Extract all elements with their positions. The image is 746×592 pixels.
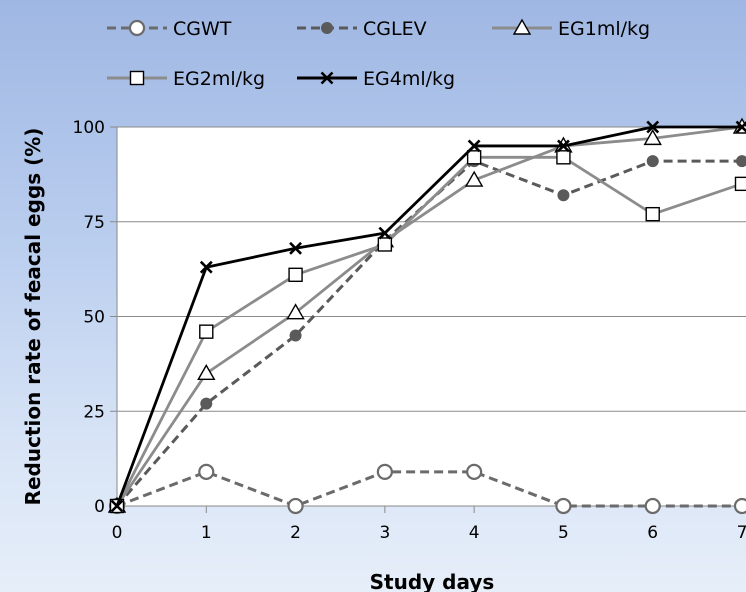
- x-tick-label-6: 6: [647, 523, 658, 543]
- legend-item-cglev: CGLEV: [297, 18, 427, 40]
- point-cgwt-6: [644, 497, 661, 515]
- legend-item-cgwt: CGWT: [107, 18, 232, 40]
- point-eg4ml-kg-5: [557, 139, 570, 153]
- point-cglev-7: [736, 155, 746, 168]
- series-layer: [107, 117, 746, 515]
- point-eg2ml-kg-5: [556, 150, 571, 165]
- x-tick-label-7: 7: [737, 523, 746, 543]
- point-eg2ml-kg-4: [466, 150, 482, 165]
- legend-marker-cglev: [321, 22, 333, 34]
- x-tick-label-4: 4: [469, 523, 480, 543]
- point-eg1ml-kg-4: [464, 170, 484, 187]
- series-line-eg2ml-kg: [115, 155, 743, 507]
- point-eg2ml-kg-2: [288, 267, 303, 283]
- point-eg4ml-kg-4: [467, 139, 481, 153]
- point-cgwt-2: [287, 497, 304, 515]
- y-tick-label-50: 50: [83, 308, 105, 328]
- point-eg2ml-kg-6: [645, 206, 660, 222]
- x-tick-label-5: 5: [558, 523, 569, 543]
- x-tick-label-3: 3: [379, 523, 390, 543]
- series-line-eg1ml-kg: [115, 125, 743, 507]
- point-cglev-1: [200, 397, 213, 410]
- point-cgwt-4: [466, 463, 483, 480]
- point-eg1ml-kg-2: [286, 303, 305, 320]
- x-axis-title: Study days: [370, 570, 495, 592]
- y-tick-label-75: 75: [83, 213, 105, 233]
- legend-marker-cgwt: [128, 19, 146, 37]
- point-cgwt-1: [198, 463, 215, 480]
- point-eg2ml-kg-7: [734, 176, 746, 192]
- legend-label-cgwt: CGWT: [173, 18, 232, 40]
- point-eg2ml-kg-3: [377, 237, 393, 252]
- legend-marker-eg1ml-kg: [512, 18, 532, 35]
- point-cgwt-3: [376, 463, 393, 480]
- point-eg4ml-kg-0: [110, 499, 124, 513]
- x-tick-label-2: 2: [290, 523, 301, 543]
- y-axis-title: Reduction rate of feacal eggs (%): [21, 128, 45, 506]
- point-eg2ml-kg-1: [199, 324, 214, 339]
- y-tick-label-25: 25: [83, 402, 105, 422]
- legend-label-cglev: CGLEV: [363, 18, 427, 40]
- x-tick-label-1: 1: [201, 523, 212, 543]
- y-tick-label-100: 100: [73, 118, 105, 138]
- point-eg4ml-kg-3: [378, 226, 392, 240]
- legend-marker-eg4ml-kg: [320, 71, 334, 85]
- legend-item-eg4ml-kg: EG4ml/kg: [297, 68, 455, 90]
- point-cglev-5: [557, 189, 570, 202]
- point-eg4ml-kg-2: [289, 241, 302, 255]
- point-eg1ml-kg-1: [197, 363, 216, 381]
- legend-item-eg1ml-kg: EG1ml/kg: [492, 18, 650, 40]
- point-eg4ml-kg-1: [199, 260, 213, 274]
- point-cgwt-5: [555, 497, 572, 515]
- legend-label-eg1ml-kg: EG1ml/kg: [558, 18, 650, 40]
- point-eg1ml-kg-6: [643, 128, 662, 146]
- legend-label-eg2ml-kg: EG2ml/kg: [173, 68, 265, 90]
- legend: CGWT CGLEV EG1ml/kg EG2ml/kg EG4ml/kg: [107, 18, 650, 90]
- series-line-cgwt: [116, 470, 742, 508]
- point-cgwt-7: [733, 497, 746, 515]
- legend-item-eg2ml-kg: EG2ml/kg: [107, 68, 265, 90]
- series-line-eg4ml-kg: [115, 125, 742, 507]
- y-tick-label-0: 0: [94, 497, 105, 517]
- point-cglev-6: [646, 155, 659, 168]
- legend-label-eg4ml-kg: EG4ml/kg: [363, 68, 455, 90]
- x-tick-label-0: 0: [112, 523, 123, 543]
- legend-marker-eg2ml-kg: [129, 70, 145, 86]
- point-eg4ml-kg-6: [646, 120, 660, 134]
- point-cglev-2: [289, 329, 302, 342]
